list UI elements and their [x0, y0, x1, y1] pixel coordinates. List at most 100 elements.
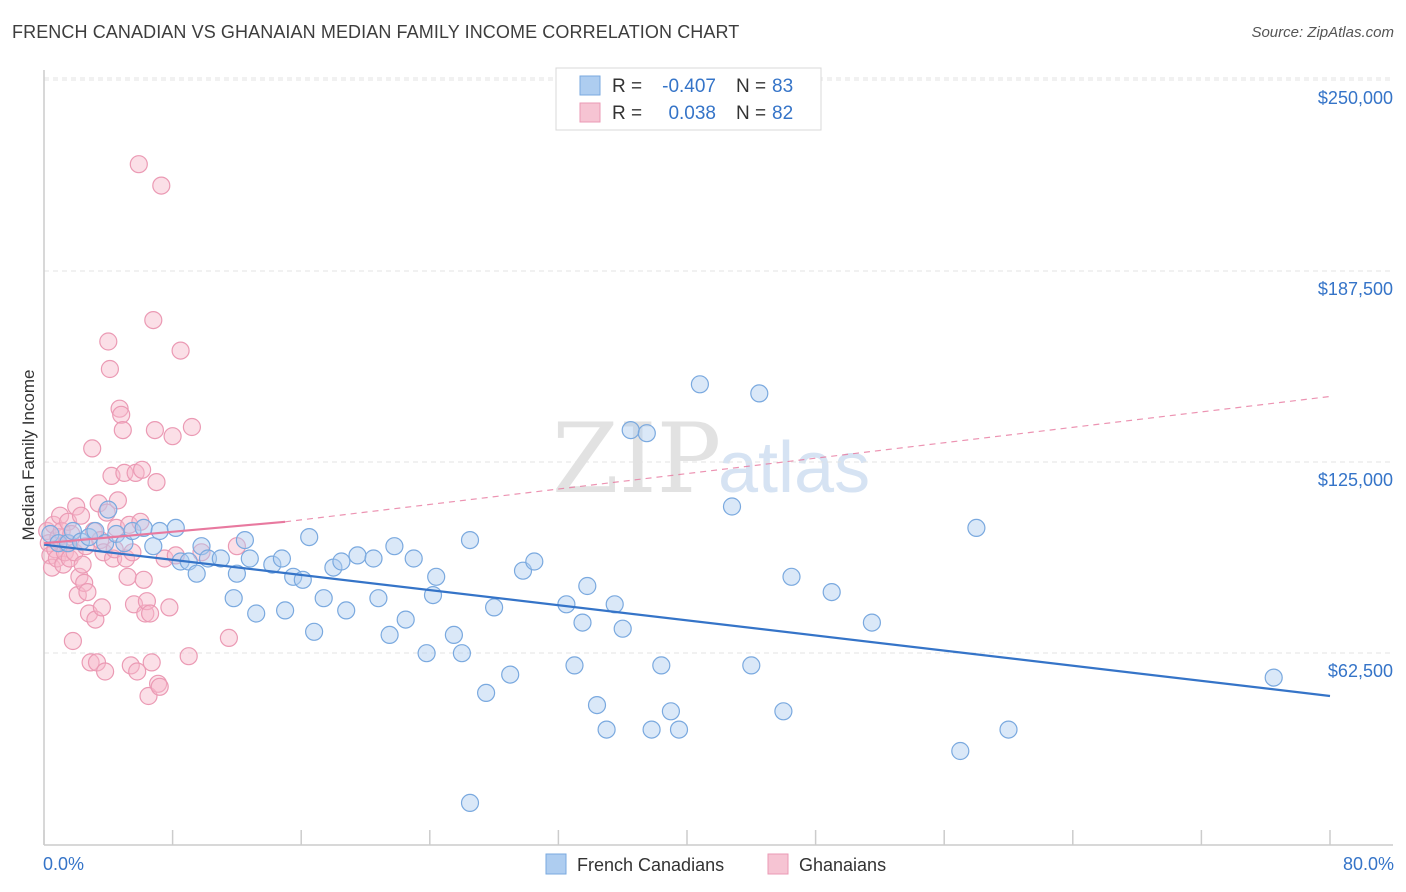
french-canadians-point-33: [305, 622, 324, 641]
legend-n-label-1: N =: [736, 76, 766, 97]
french-canadians-point-55: [525, 552, 544, 571]
ghanaians-point-74: [163, 427, 182, 446]
french-canadians-point-41: [380, 625, 399, 645]
ghanaians-point-47: [113, 421, 132, 440]
ghanaians-point-73: [160, 598, 179, 617]
french-canadians-point-37: [337, 601, 356, 620]
french-canadians-point-68: [661, 702, 681, 721]
axes: [43, 70, 1393, 846]
french-canadians-point-27: [263, 555, 282, 574]
ghanaians-point-64: [141, 604, 160, 623]
french-canadians-point-63: [613, 619, 632, 638]
french-canadians-point-78: [951, 741, 970, 761]
legend-n-label-2: N =: [736, 103, 766, 124]
french-canadians-point-8: [99, 500, 118, 519]
french-canadians-point-82: [460, 793, 480, 813]
french-canadians-point-22: [224, 589, 243, 608]
ghanaians-point-67: [145, 421, 164, 440]
french-canadians-point-28: [272, 549, 291, 568]
ghanaians-point-80: [219, 628, 238, 648]
y-tick-labels: $62,500 $125,000 $187,500 $250,000: [1318, 88, 1393, 681]
watermark-atlas: atlas: [718, 428, 870, 508]
french-canadians-point-26: [247, 604, 266, 623]
french-canadians-point-36: [332, 552, 351, 571]
ghanaians-point-3: [42, 558, 62, 577]
ghanaians-point-39: [100, 359, 120, 379]
french-canadians-point-13: [144, 537, 163, 556]
french-canadians-point-81: [1264, 668, 1283, 687]
series-legend: French Canadians Ghanaians: [545, 853, 886, 875]
y-axis-label: Median Family Income: [19, 369, 38, 540]
ghanaians-point-22: [73, 555, 92, 574]
legend-r-value-2: 0.038: [668, 103, 716, 124]
ghanaians-point-56: [128, 662, 147, 681]
french-canadians-point-45: [417, 644, 436, 663]
ghanaians-point-59: [133, 460, 152, 479]
ghanaians-point-50: [118, 567, 137, 586]
trend-french-canadians: [43, 543, 1331, 698]
ghanaians-point-28: [83, 439, 102, 458]
y-tick-label-0: $62,500: [1328, 661, 1393, 681]
french-canadians-point-58: [573, 613, 592, 632]
bottom-legend-swatch-french-canadians: [545, 853, 567, 875]
x-tick-label-max: 80.0%: [1343, 854, 1394, 874]
french-canadians-point-67: [652, 656, 671, 675]
french-canadians-point-23: [227, 564, 246, 583]
ghanaians-point-78: [182, 417, 201, 437]
french-canadians-point-79: [967, 518, 986, 538]
french-canadians-point-49: [452, 644, 471, 663]
ghanaians-point-18: [67, 497, 86, 516]
french-canadians-point-75: [782, 567, 801, 586]
french-canadians-point-57: [565, 656, 584, 675]
french-canadians-point-47: [427, 567, 446, 586]
legend-swatch-ghanaians: [579, 102, 601, 123]
french-canadians-point-56: [557, 595, 576, 614]
french-canadians-point-70: [690, 375, 710, 394]
watermark: ZIP atlas: [552, 403, 870, 515]
x-axis-ticks: [43, 830, 1331, 845]
french-canadians-point-52: [485, 598, 504, 617]
french-canadians-point-32: [300, 527, 319, 547]
ghanaians-point-65: [142, 653, 161, 672]
ghanaians-point-25: [78, 582, 97, 602]
french-canadians-point-60: [587, 695, 607, 715]
french-canadians-point-64: [621, 421, 640, 440]
chart-title: FRENCH CANADIAN VS GHANAIAN MEDIAN FAMIL…: [12, 22, 740, 42]
ghanaians-point-37: [97, 503, 116, 522]
french-canadians-point-76: [822, 582, 841, 602]
ghanaians-point-44: [108, 491, 128, 510]
french-canadians-point-69: [669, 720, 689, 739]
french-canadians-point-18: [187, 564, 206, 583]
trend-lines: [43, 395, 1331, 698]
french-canadians-point-40: [369, 589, 388, 608]
ghanaians-point-68: [147, 473, 166, 492]
french-canadians-point-38: [348, 546, 367, 565]
legend-n-value-2: 82: [772, 103, 793, 124]
french-canadians-point-44: [404, 549, 423, 568]
ghanaians-point-71: [152, 176, 171, 195]
ghanaians-point-60: [134, 570, 153, 589]
french-canadians-point-29: [276, 601, 295, 620]
french-canadians-point-34: [314, 589, 333, 608]
french-canadians-point-59: [578, 576, 597, 596]
series-ghanaians-points: [38, 155, 246, 706]
bottom-legend-swatch-ghanaians: [767, 853, 789, 875]
french-canadians-point-24: [235, 530, 254, 550]
french-canadians-point-39: [364, 549, 383, 568]
ghanaians-point-46: [112, 405, 131, 424]
french-canadians-point-53: [501, 665, 520, 684]
french-canadians-point-61: [597, 720, 616, 739]
ghanaians-point-45: [110, 399, 129, 418]
watermark-zip: ZIP: [552, 403, 721, 515]
french-canadians-point-15: [166, 518, 185, 538]
french-canadians-point-74: [774, 702, 793, 721]
ghanaians-point-69: [149, 674, 168, 693]
bottom-legend-label-ghanaians: Ghanaians: [799, 855, 886, 875]
french-canadians-point-65: [637, 424, 656, 443]
french-canadians-point-72: [742, 656, 761, 675]
ghanaians-point-21: [71, 506, 91, 525]
y-tick-label-3: $250,000: [1318, 88, 1393, 108]
french-canadians-point-42: [385, 537, 404, 556]
legend-r-value-1: -0.407: [662, 76, 716, 97]
